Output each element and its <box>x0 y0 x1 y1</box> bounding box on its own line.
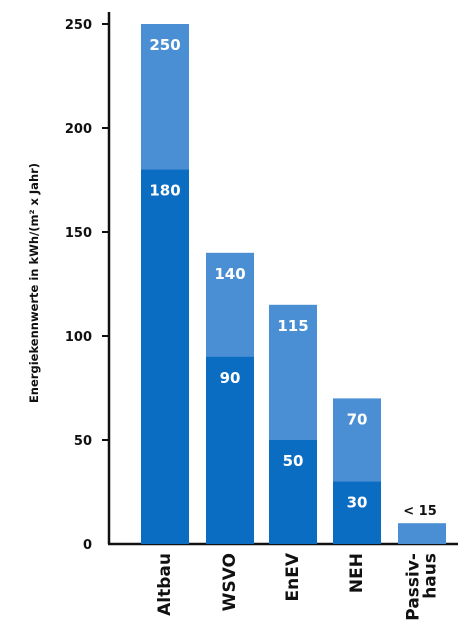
category-label-line: WSVO <box>220 553 240 611</box>
category-label-line: EnEV <box>283 552 303 601</box>
category-label-line: Passiv- <box>404 553 424 621</box>
labels: 180 250 Altbau 90 140 WSVO 50 115 EnEV 30 70 NEH < 1… <box>149 36 440 621</box>
bar-total-label: < 15 <box>403 504 437 519</box>
category-label-line: Altbau <box>155 553 175 616</box>
category-label: EnEV <box>283 552 303 601</box>
category-label: WSVO <box>220 553 240 611</box>
category-label: NEH <box>347 553 367 593</box>
bar-heating-label: 50 <box>283 452 304 470</box>
category-label-line: haus <box>421 553 441 599</box>
y-tick-label: 100 <box>65 330 92 345</box>
bar-heating <box>269 440 317 544</box>
y-tick-label: 250 <box>65 18 92 33</box>
category-label: Altbau <box>155 553 175 616</box>
bar-heating <box>141 169 189 544</box>
bar-total-label: 140 <box>214 265 245 283</box>
y-tick-label: 150 <box>65 226 92 241</box>
bars <box>141 24 446 545</box>
bar-heating-label: 90 <box>220 369 241 387</box>
bar-heating <box>333 481 381 544</box>
y-axis-label: Energiekennwerte in kWh/(m² x Jahr) <box>27 163 41 403</box>
y-tick-label: 0 <box>83 538 92 553</box>
y-tick-label: 50 <box>74 434 92 449</box>
bar-total-label: 70 <box>347 410 368 428</box>
bar-heating-label: 30 <box>347 494 368 512</box>
category-label: Passiv-haus <box>404 553 441 621</box>
bar-total <box>398 523 446 544</box>
bar-total-label: 250 <box>149 36 180 54</box>
y-tick-label: 200 <box>65 122 92 137</box>
bar-heating-label: 180 <box>149 182 180 200</box>
bar-heating <box>206 356 254 544</box>
bar-total-label: 115 <box>277 317 308 335</box>
category-label-line: NEH <box>347 553 367 593</box>
